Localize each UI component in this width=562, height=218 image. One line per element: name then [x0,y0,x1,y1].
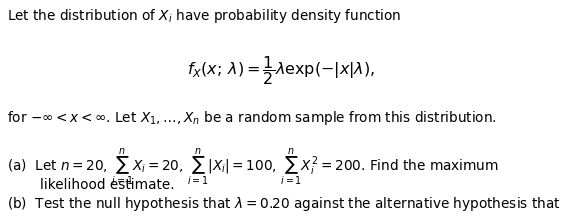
Text: $f_X(x;\,\lambda) = \dfrac{1}{2}\lambda \exp(-|x|\lambda),$: $f_X(x;\,\lambda) = \dfrac{1}{2}\lambda … [187,54,375,87]
Text: (b)  Test the null hypothesis that $\lambda = 0.20$ against the alternative hypo: (b) Test the null hypothesis that $\lamb… [7,195,562,213]
Text: likelihood estimate.: likelihood estimate. [40,178,175,192]
Text: Let the distribution of $X_i$ have probability density function: Let the distribution of $X_i$ have proba… [7,7,401,25]
Text: (a)  Let $n = 20$, $\sum_{i=1}^{n} X_i = 20$, $\sum_{i=1}^{n} |X_i| = 100$, $\su: (a) Let $n = 20$, $\sum_{i=1}^{n} X_i = … [7,147,498,188]
Text: for $-\infty < x < \infty$. Let $X_1, \ldots, X_n$ be a random sample from this : for $-\infty < x < \infty$. Let $X_1, \l… [7,109,496,127]
